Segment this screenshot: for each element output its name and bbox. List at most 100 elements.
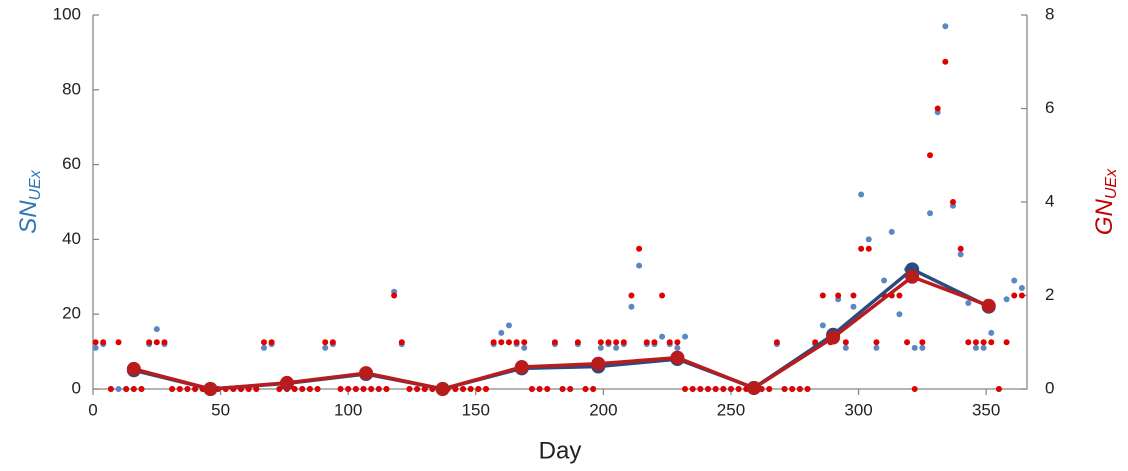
x-tick-label: 350 <box>972 400 1000 419</box>
data-point <box>620 339 627 346</box>
data-point <box>475 386 482 392</box>
data-point <box>965 299 972 306</box>
data-point <box>651 339 658 346</box>
data-point <box>858 191 865 198</box>
data-point <box>375 386 382 392</box>
y2-tick-label: 0 <box>1045 378 1054 397</box>
data-point <box>92 344 99 351</box>
y-tick-label: 0 <box>72 378 81 397</box>
line-marker <box>746 381 761 396</box>
data-point <box>559 386 566 392</box>
line-marker <box>981 298 996 313</box>
data-point <box>773 339 780 346</box>
data-point <box>896 311 903 318</box>
data-point <box>544 386 551 392</box>
line-marker <box>591 356 606 371</box>
data-point <box>107 386 114 392</box>
data-point <box>414 386 421 392</box>
x-axis-label: Day <box>539 437 582 464</box>
data-point <box>674 344 681 351</box>
data-point <box>636 245 643 252</box>
y-axis-label: SNUEx <box>15 169 44 234</box>
data-point <box>628 303 635 310</box>
data-point <box>1011 277 1018 284</box>
x-tick-label: 0 <box>88 400 97 419</box>
data-point <box>896 292 903 299</box>
x-tick-label: 200 <box>589 400 617 419</box>
data-point <box>659 292 666 299</box>
y-axis-label-sub: UEx <box>27 169 44 200</box>
data-point <box>100 339 107 346</box>
data-point <box>536 386 543 392</box>
data-point <box>873 344 880 351</box>
data-point <box>682 333 689 340</box>
data-point <box>819 292 826 299</box>
data-point <box>161 339 168 346</box>
data-point <box>919 339 926 346</box>
data-point <box>712 386 719 392</box>
line-marker <box>826 330 841 345</box>
line-marker <box>905 269 920 284</box>
line-marker <box>359 366 374 381</box>
data-point <box>995 386 1002 392</box>
data-point <box>276 386 283 392</box>
data-point <box>972 344 979 351</box>
data-point <box>383 386 390 392</box>
data-point <box>865 245 872 252</box>
data-point <box>260 339 267 346</box>
data-point <box>169 386 176 392</box>
data-point <box>597 344 604 351</box>
data-point <box>735 386 742 392</box>
data-point <box>850 303 857 310</box>
data-point <box>949 199 956 205</box>
data-point <box>858 245 865 252</box>
data-point <box>268 339 275 346</box>
data-point <box>184 386 191 392</box>
data-point <box>965 339 972 346</box>
data-point <box>482 386 489 392</box>
data-point <box>842 339 849 346</box>
data-point <box>521 344 528 351</box>
data-point <box>766 386 773 392</box>
data-point <box>521 339 528 346</box>
data-point <box>957 245 964 252</box>
y-tick-label: 40 <box>62 229 81 248</box>
x-tick-label: 300 <box>844 400 872 419</box>
data-point <box>927 152 934 159</box>
data-point <box>498 329 505 336</box>
y-tick-label: 100 <box>53 4 81 23</box>
data-point <box>1018 292 1025 299</box>
data-point <box>291 386 298 392</box>
y2-tick-label: 8 <box>1045 4 1054 23</box>
data-point <box>138 386 145 392</box>
y2-tick-label: 4 <box>1045 191 1054 210</box>
line-marker <box>126 361 141 376</box>
data-point <box>130 386 137 392</box>
data-point <box>597 339 604 346</box>
data-point <box>498 339 505 346</box>
data-point <box>505 322 512 329</box>
y-tick-label: 60 <box>62 154 81 173</box>
data-point <box>115 386 122 392</box>
data-point <box>911 386 918 392</box>
data-point <box>835 292 842 299</box>
line-marker <box>203 382 218 396</box>
data-point <box>911 344 918 351</box>
data-point <box>980 344 987 351</box>
data-point <box>904 339 911 346</box>
data-point <box>1003 296 1010 303</box>
data-point <box>360 386 367 392</box>
data-point <box>574 339 581 346</box>
data-point <box>919 344 926 351</box>
data-point <box>796 386 803 392</box>
x-tick-label: 150 <box>462 400 490 419</box>
series-line <box>133 267 990 391</box>
data-point <box>697 386 704 392</box>
data-point <box>1011 292 1018 299</box>
data-point <box>176 386 183 392</box>
data-point <box>842 344 849 351</box>
data-point <box>92 339 99 346</box>
data-point <box>605 339 612 346</box>
data-point <box>972 339 979 346</box>
